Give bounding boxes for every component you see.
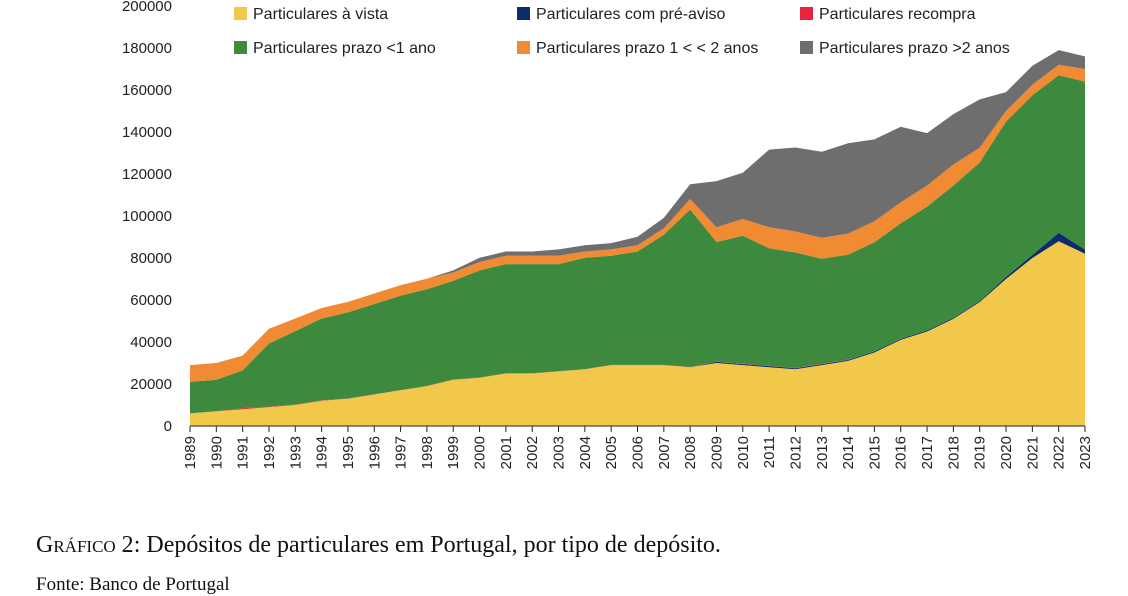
legend: Particulares à vista Particulares com pré… bbox=[234, 6, 1010, 57]
y-tick-label: 100000 bbox=[122, 208, 172, 225]
x-tick-label: 1993 bbox=[287, 436, 304, 469]
x-tick-label: 2001 bbox=[498, 436, 515, 469]
area-layers bbox=[190, 50, 1085, 426]
legend-label: Particulares com pré-aviso bbox=[536, 6, 726, 23]
y-tick-label: 20000 bbox=[130, 376, 172, 393]
x-tick-label: 2007 bbox=[656, 436, 673, 469]
x-tick-label: 1999 bbox=[445, 436, 462, 469]
x-tick-label: 2018 bbox=[945, 436, 962, 469]
x-tick-label: 1989 bbox=[182, 436, 199, 469]
legend-swatch bbox=[800, 41, 813, 54]
x-tick-label: 2005 bbox=[603, 436, 620, 469]
x-tick-label: 2010 bbox=[735, 436, 752, 469]
legend-label: Particulares à vista bbox=[253, 6, 388, 23]
x-tick-label: 1990 bbox=[208, 436, 225, 469]
area-particulares-prazo-1-ano bbox=[190, 75, 1085, 414]
x-tick-label: 2015 bbox=[866, 436, 883, 469]
x-tick-label: 1995 bbox=[340, 436, 357, 469]
x-tick-label: 2000 bbox=[472, 436, 489, 469]
x-tick-label: 1997 bbox=[393, 436, 410, 469]
caption-colon: : bbox=[133, 532, 141, 558]
y-tick-label: 180000 bbox=[122, 40, 172, 57]
legend-label: Particulares prazo 1 < < 2 anos bbox=[536, 40, 758, 57]
x-tick-label: 2020 bbox=[998, 436, 1015, 469]
x-tick-label: 2003 bbox=[551, 436, 568, 469]
x-tick-label: 2013 bbox=[814, 436, 831, 469]
figure-caption: Gráfico 2: Depósitos de particulares em … bbox=[36, 532, 721, 559]
x-tick-label: 2011 bbox=[761, 436, 778, 468]
x-axis: 1989 1990 1991 1992 1993 1994 1995 1996 1997 1998… bbox=[182, 425, 1094, 469]
legend-swatch bbox=[800, 7, 813, 20]
y-tick-label: 0 bbox=[164, 418, 172, 435]
x-tick-label: 1994 bbox=[314, 436, 331, 469]
legend-label: Particulares recompra bbox=[819, 6, 976, 23]
y-tick-label: 200000 bbox=[122, 0, 172, 15]
x-tick-label: 2016 bbox=[893, 436, 910, 469]
x-tick-label: 2009 bbox=[708, 436, 725, 469]
figure-source: Fonte: Banco de Portugal bbox=[36, 574, 230, 595]
legend-label: Particulares prazo <1 ano bbox=[253, 40, 436, 57]
x-tick-label: 1998 bbox=[419, 436, 436, 469]
x-tick-label: 1991 bbox=[235, 436, 252, 469]
stacked-area-chart: 0 20000 40000 60000 80000 100000 120000 140000 1… bbox=[122, 0, 1094, 469]
y-axis: 0 20000 40000 60000 80000 100000 120000 140000 1… bbox=[122, 0, 172, 435]
x-tick-label: 2021 bbox=[1024, 436, 1041, 469]
x-tick-label: 2008 bbox=[682, 436, 699, 469]
legend-swatch bbox=[517, 7, 530, 20]
x-tick-label: 2002 bbox=[524, 436, 541, 469]
y-tick-label: 60000 bbox=[130, 292, 172, 309]
x-tick-label: 2004 bbox=[577, 436, 594, 469]
legend-label: Particulares prazo >2 anos bbox=[819, 40, 1010, 57]
x-tick-label: 2006 bbox=[630, 436, 647, 469]
legend-swatch bbox=[517, 41, 530, 54]
y-tick-label: 160000 bbox=[122, 82, 172, 99]
y-tick-label: 120000 bbox=[122, 166, 172, 183]
y-tick-label: 80000 bbox=[130, 250, 172, 267]
legend-swatch bbox=[234, 7, 247, 20]
x-tick-label: 2014 bbox=[840, 436, 857, 469]
x-tick-label: 1992 bbox=[261, 436, 278, 469]
caption-label: Gráfico 2 bbox=[36, 532, 134, 558]
legend-swatch bbox=[234, 41, 247, 54]
x-tick-label: 2012 bbox=[787, 436, 804, 469]
y-tick-label: 40000 bbox=[130, 334, 172, 351]
x-tick-label: 2022 bbox=[1051, 436, 1068, 469]
x-tick-label: 1996 bbox=[366, 436, 383, 469]
x-tick-label: 2019 bbox=[972, 436, 989, 469]
x-tick-label: 2017 bbox=[919, 436, 936, 469]
y-tick-label: 140000 bbox=[122, 124, 172, 141]
area-particulares-a-vista bbox=[190, 241, 1085, 426]
x-tick-label: 2023 bbox=[1077, 436, 1094, 469]
caption-text: Depósitos de particulares em Portugal, p… bbox=[140, 532, 721, 558]
